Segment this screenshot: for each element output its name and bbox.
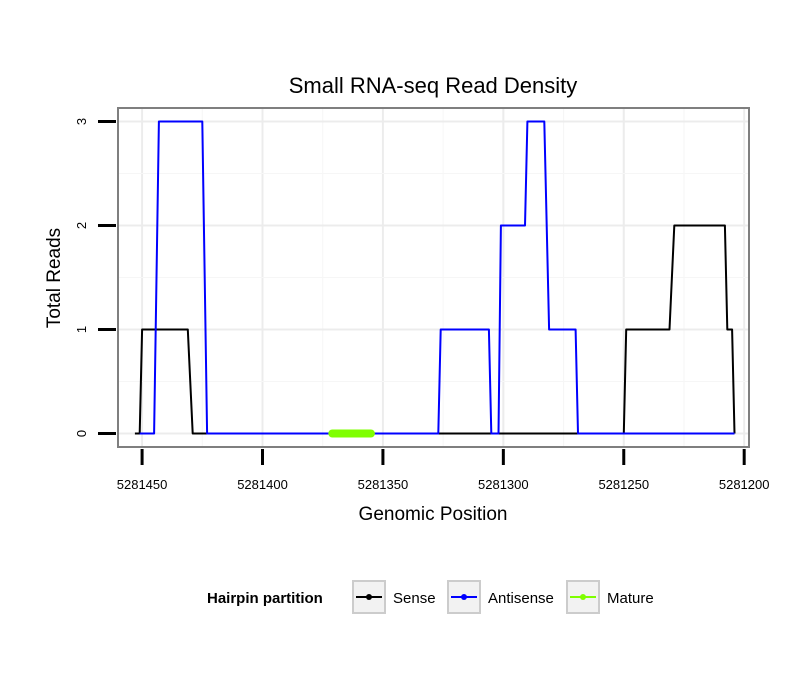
x-axis-title: Genomic Position [359, 504, 508, 525]
y-tick-label: 3 [74, 118, 89, 125]
x-tick-label: 5281200 [719, 477, 770, 492]
x-axis: 5281450 5281400 5281350 5281300 5281250 52812… [117, 449, 770, 492]
grid-lines [118, 108, 749, 447]
x-tick-label: 5281300 [478, 477, 529, 492]
legend-item-sense: Sense [352, 580, 436, 614]
series-line-antisense [139, 120, 735, 435]
legend-title: Hairpin partition [207, 590, 323, 607]
y-tick-label: 2 [74, 222, 89, 229]
x-tick-label: 5281400 [237, 477, 288, 492]
series-lines [134, 120, 736, 438]
legend-dot-antisense [461, 594, 467, 600]
legend-dot-mature [580, 594, 586, 600]
legend-label-sense: Sense [393, 590, 436, 607]
y-tick-label: 0 [74, 430, 89, 437]
legend-dot-sense [366, 594, 372, 600]
y-tick-label: 1 [74, 326, 89, 333]
legend-label-antisense: Antisense [488, 590, 554, 607]
legend: Hairpin partition Sense Antisense Mature [207, 580, 654, 614]
legend-item-antisense: Antisense [447, 580, 554, 614]
legend-item-mature: Mature [566, 580, 654, 614]
x-tick-label: 5281350 [358, 477, 409, 492]
x-tick-label: 5281450 [117, 477, 168, 492]
chart-title: Small RNA-seq Read Density [289, 73, 578, 98]
y-axis-title: Total Reads [44, 228, 65, 328]
legend-label-mature: Mature [607, 590, 654, 607]
series-line-sense [134, 224, 736, 435]
y-axis: 0 1 2 3 [74, 118, 116, 437]
x-tick-label: 5281250 [598, 477, 649, 492]
plot-border [117, 107, 750, 448]
